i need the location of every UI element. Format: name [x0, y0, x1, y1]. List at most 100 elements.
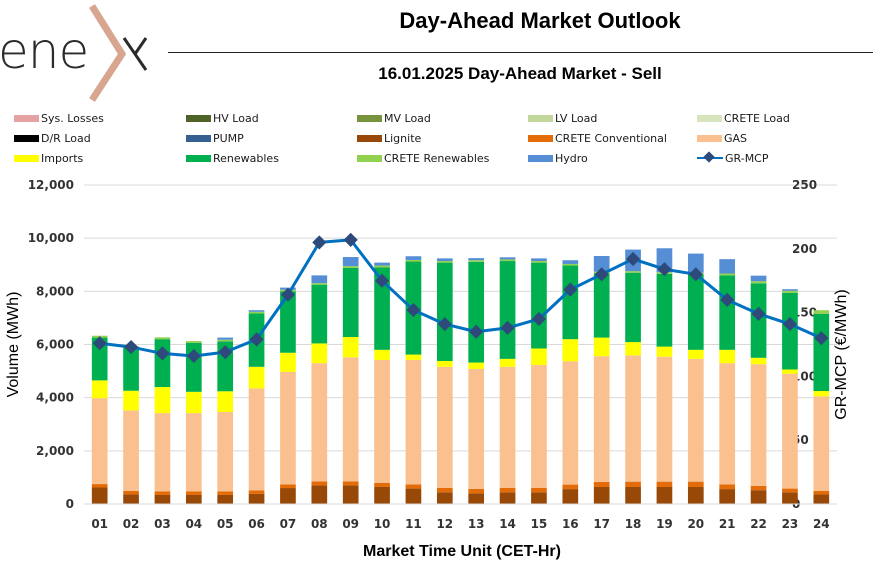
bar-segment-crete-conventional — [593, 481, 610, 487]
bar-segment-lignite — [625, 486, 641, 504]
bar-segment-gas — [91, 398, 108, 485]
bar-segment-crete-renewables — [531, 261, 547, 263]
legend-label: PUMP — [213, 131, 244, 145]
bar-segment-crete-renewables — [436, 261, 453, 263]
bar-segment-lignite — [656, 486, 673, 504]
bar-segment-renewables — [625, 272, 641, 343]
enex-logo: ene — [0, 0, 160, 104]
bar-segment-crete-renewables — [813, 310, 830, 314]
bar-segment-imports — [374, 349, 390, 360]
mcp-point — [531, 311, 547, 327]
bar-segment-crete-renewables — [719, 273, 736, 276]
bar-segment-gas — [719, 363, 736, 485]
legend-label: Sys. Losses — [41, 111, 104, 125]
bar-segment-imports — [531, 348, 547, 365]
legend-label: GR-MCP — [725, 151, 769, 165]
bar-segment-renewables — [719, 275, 736, 350]
legend-label: HV Load — [213, 111, 259, 125]
bar-segment-crete-renewables — [625, 271, 641, 273]
bar-segment-crete-conventional — [91, 484, 108, 488]
legend-label: Imports — [41, 151, 84, 165]
bar-segment-renewables — [468, 261, 485, 363]
bar-segment-crete-renewables — [499, 259, 516, 262]
legend-swatch — [186, 134, 211, 142]
bar-segment-renewables — [531, 262, 547, 349]
legend-item-imports: Imports — [14, 151, 83, 165]
bar-segment-crete-conventional — [154, 491, 171, 495]
mcp-point — [500, 320, 515, 335]
mcp-point — [625, 251, 641, 267]
bar-segment-lignite — [91, 487, 108, 504]
mcp-point — [406, 302, 421, 318]
bar-segment-hydro — [782, 289, 798, 291]
legend-swatch — [14, 134, 39, 142]
bar-segment-crete-conventional — [656, 481, 673, 487]
bar-segment-crete-conventional — [185, 491, 202, 495]
legend-item-gas: GAS — [697, 131, 747, 145]
chart-subtitle: 16.01.2025 Day-Ahead Market - Sell — [378, 64, 662, 83]
title-divider — [168, 52, 873, 53]
y-tick-label: 8,000 — [36, 284, 74, 298]
bar-segment-imports — [782, 369, 798, 374]
bar-segment-imports — [625, 342, 641, 356]
bar-segment-imports — [468, 362, 485, 369]
bar-segment-renewables — [342, 267, 359, 338]
bar-segment-gas — [123, 410, 139, 491]
bar-segment-lignite — [813, 494, 830, 504]
bar-segment-lignite — [687, 486, 704, 504]
bar-segment-lignite — [217, 494, 234, 504]
bar-segment-imports — [185, 391, 202, 414]
bar-segment-gas — [405, 359, 422, 485]
bar-segment-gas — [625, 355, 641, 482]
bar-segment-renewables — [91, 337, 108, 381]
bar-segment-crete-renewables — [185, 341, 202, 343]
bar-segment-imports — [593, 337, 610, 357]
legend-item-crete-load: CRETE Load — [697, 111, 790, 125]
bar-segment-crete-conventional — [123, 490, 139, 495]
bar-segment-hydro — [311, 275, 328, 284]
logo-chevron-icon — [89, 4, 148, 102]
bar-segment-gas — [311, 363, 328, 482]
bar-segment-lignite — [468, 493, 485, 504]
x-tick-label: 02 — [123, 517, 140, 531]
bar-segment-crete-renewables — [750, 281, 767, 284]
legend-label: Renewables — [213, 151, 279, 165]
bar-segment-renewables — [374, 267, 390, 350]
bar-segment-hydro — [374, 262, 390, 266]
bar-segment-crete-renewables — [311, 283, 328, 285]
logo-text: ene — [0, 22, 89, 80]
bar-segment-lignite — [374, 486, 390, 504]
x-tick-label: 04 — [185, 517, 202, 531]
mcp-point — [186, 348, 201, 364]
bar-segment-hydro — [248, 310, 265, 312]
legend-item-lv-load: LV Load — [528, 111, 597, 125]
bar-segment-gas — [782, 373, 798, 489]
bar-segment-hydro — [342, 257, 359, 267]
legend-item-hydro: Hydro — [528, 151, 588, 165]
bar-segment-renewables — [311, 284, 328, 344]
mcp-point — [782, 317, 798, 332]
bar-segment-imports — [719, 349, 736, 364]
bar-segment-gas — [750, 364, 767, 486]
legend-item-sys-losses: Sys. Losses — [14, 111, 104, 125]
bar-segment-gas — [687, 358, 704, 482]
x-tick-label: 14 — [499, 517, 516, 531]
bar-segment-renewables — [154, 339, 171, 388]
bar-segment-imports — [311, 343, 328, 364]
bar-segment-crete-conventional — [782, 488, 798, 493]
legend-swatch — [357, 134, 382, 142]
bar-segment-lignite — [750, 490, 767, 504]
bar-segment-imports — [217, 391, 234, 413]
x-tick-label: 13 — [468, 517, 485, 531]
bar-segment-crete-conventional — [719, 484, 736, 490]
mcp-point — [218, 345, 233, 360]
x-tick-label: 16 — [562, 517, 579, 531]
x-tick-label: 24 — [813, 517, 830, 531]
legend-label: Lignite — [384, 131, 422, 145]
bar-segment-lignite — [593, 486, 610, 504]
x-tick-label: 22 — [750, 517, 767, 531]
bar-segment-lignite — [499, 492, 516, 504]
bar-segment-gas — [374, 359, 390, 483]
bar-segment-imports — [342, 337, 359, 358]
bar-segment-hydro — [217, 337, 234, 340]
